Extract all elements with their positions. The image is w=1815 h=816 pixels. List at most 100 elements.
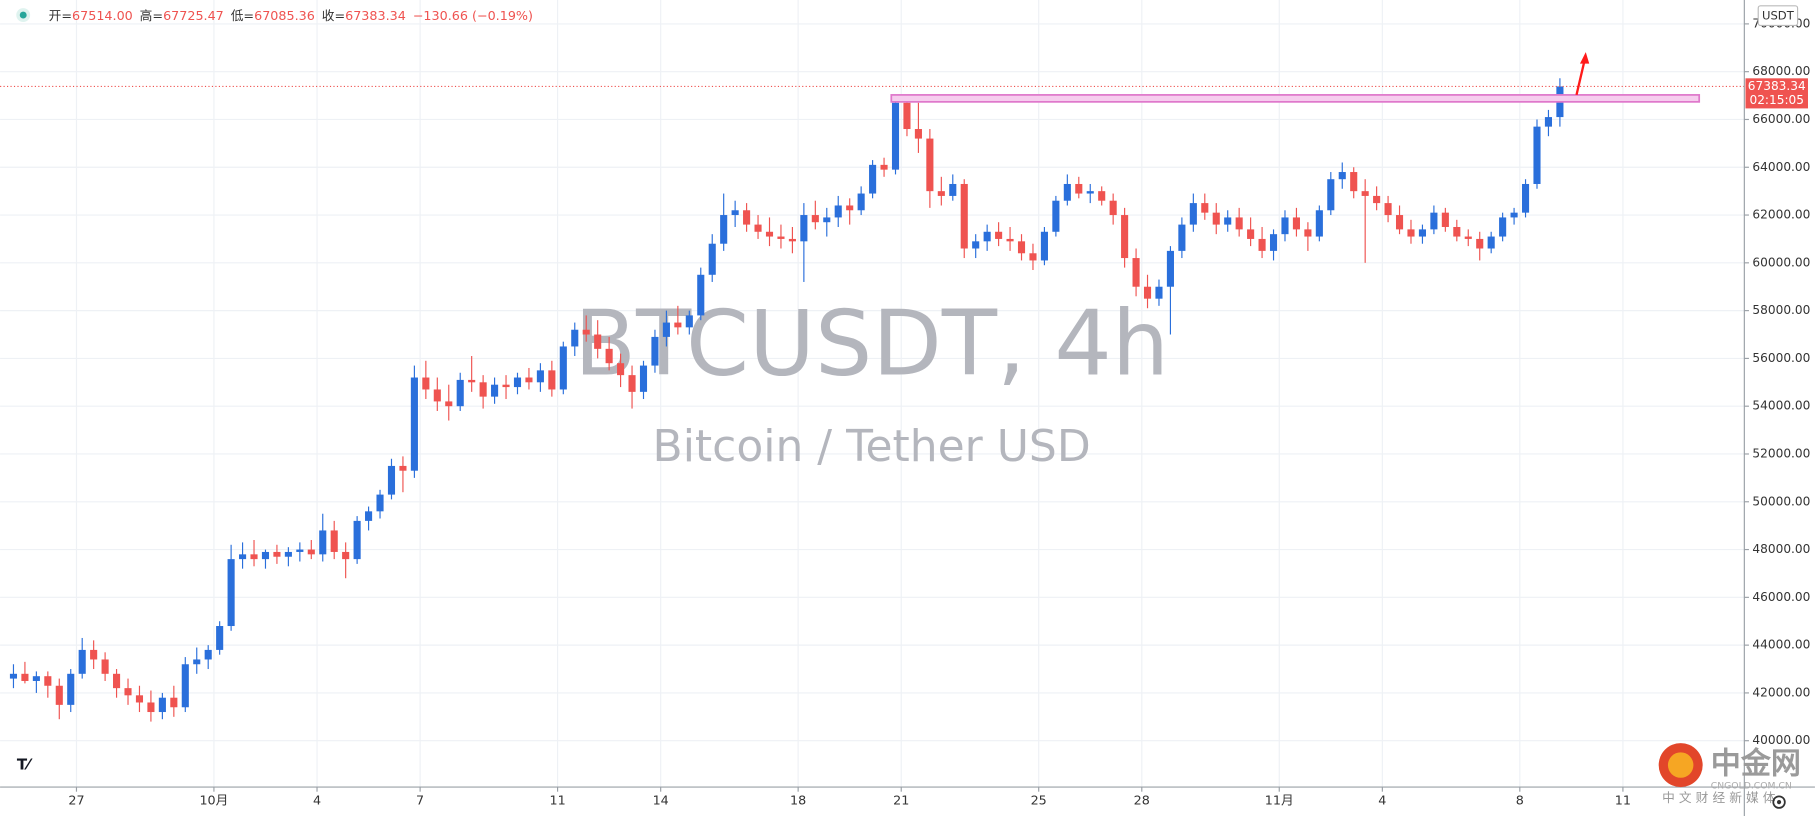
candle-body bbox=[124, 688, 132, 696]
candle-body bbox=[307, 549, 315, 555]
candle-body bbox=[571, 329, 579, 347]
candle-body bbox=[754, 224, 762, 232]
grid bbox=[0, 0, 1745, 788]
candle-body bbox=[330, 530, 338, 552]
y-tick-label: 68000.00 bbox=[1752, 64, 1810, 78]
candle-body bbox=[605, 348, 613, 364]
candle-body bbox=[135, 695, 144, 703]
candle-body bbox=[1338, 172, 1346, 180]
x-tick-label: 11月 bbox=[1265, 793, 1294, 808]
candle-body bbox=[387, 465, 396, 495]
candle-body bbox=[582, 329, 590, 335]
candle-body bbox=[1258, 238, 1266, 251]
candle-body bbox=[674, 322, 682, 328]
candle-body bbox=[1510, 212, 1518, 218]
candle-body bbox=[1121, 215, 1129, 259]
candle-body bbox=[491, 384, 499, 397]
candle-body bbox=[181, 664, 189, 708]
candle-body bbox=[972, 241, 980, 249]
candle-body bbox=[365, 511, 373, 521]
candle-body bbox=[697, 274, 705, 316]
candle-body bbox=[216, 626, 224, 650]
candle-body bbox=[1212, 212, 1220, 225]
candle-body bbox=[949, 183, 957, 196]
candle-body bbox=[662, 322, 670, 337]
svg-text:T⁄: T⁄ bbox=[17, 756, 33, 774]
candle-body bbox=[811, 215, 819, 223]
y-tick-label: 56000.00 bbox=[1752, 351, 1810, 365]
candle-body bbox=[1155, 286, 1163, 299]
x-tick-label: 4 bbox=[313, 793, 321, 808]
candle-body bbox=[376, 494, 384, 512]
candle-body bbox=[1109, 200, 1117, 216]
candle-body bbox=[21, 673, 29, 681]
legend-value: 67514.00 bbox=[72, 9, 133, 24]
candle-body bbox=[319, 530, 327, 555]
countdown-label: 02:15:05 bbox=[1749, 93, 1804, 107]
candle-body bbox=[422, 377, 430, 390]
candle-body bbox=[353, 520, 361, 560]
candle-body bbox=[502, 384, 510, 388]
y-tick-label: 64000.00 bbox=[1752, 160, 1810, 174]
candle-body bbox=[1418, 229, 1426, 237]
currency-box: USDT bbox=[1757, 5, 1799, 27]
candle-body bbox=[1315, 210, 1323, 237]
candle-body bbox=[857, 193, 865, 211]
candle-body bbox=[158, 697, 166, 713]
candle-body bbox=[1201, 203, 1209, 213]
arrow bbox=[1575, 52, 1590, 96]
settings-icon[interactable] bbox=[1772, 795, 1786, 809]
y-tick-label: 54000.00 bbox=[1752, 399, 1810, 413]
candle-body bbox=[1029, 253, 1037, 261]
candle-body bbox=[628, 375, 636, 392]
x-tick-label: 14 bbox=[653, 793, 669, 808]
y-tick-label: 62000.00 bbox=[1752, 208, 1810, 222]
candle-body bbox=[1247, 229, 1255, 239]
legend-value: 67383.34 bbox=[345, 9, 406, 24]
candle-body bbox=[433, 389, 441, 402]
x-tick-label: 11 bbox=[1615, 793, 1631, 808]
candle-body bbox=[342, 551, 350, 560]
candle-body bbox=[67, 673, 75, 705]
candle-body bbox=[55, 685, 63, 705]
candle-body bbox=[273, 551, 281, 557]
candle-body bbox=[685, 315, 693, 328]
candle-body bbox=[708, 243, 716, 275]
candle-body bbox=[261, 551, 270, 560]
candle-body bbox=[1052, 200, 1060, 232]
y-tick-label: 60000.00 bbox=[1752, 255, 1810, 269]
candle-body bbox=[479, 382, 487, 397]
last-price-box bbox=[1745, 78, 1808, 109]
y-tick-label: 52000.00 bbox=[1752, 446, 1810, 460]
candle-body bbox=[1224, 217, 1232, 225]
candles bbox=[0, 78, 1745, 722]
brand-logo: 中金网 CNGOLD.COM.CN 中 文 财 经 新 媒 体 bbox=[1658, 743, 1801, 806]
candle-body bbox=[788, 238, 796, 242]
candle-body bbox=[113, 673, 121, 689]
candle-body bbox=[1476, 238, 1484, 249]
candle-body bbox=[1132, 258, 1140, 287]
y-tick-label: 50000.00 bbox=[1752, 494, 1810, 508]
x-tick-label: 4 bbox=[1378, 793, 1386, 808]
candle-body bbox=[1487, 236, 1495, 249]
candle-body bbox=[834, 205, 842, 218]
x-tick-label: 21 bbox=[893, 793, 909, 808]
candle-body bbox=[445, 401, 453, 407]
candle-body bbox=[639, 365, 648, 392]
candle-body bbox=[1384, 203, 1392, 216]
candle-body bbox=[32, 676, 40, 681]
candle-body bbox=[284, 551, 292, 557]
x-tick-label: 10月 bbox=[199, 793, 228, 808]
candle-body bbox=[468, 379, 476, 383]
candle-body bbox=[1499, 217, 1507, 237]
candle-body bbox=[1063, 183, 1071, 201]
candle-body bbox=[1086, 191, 1094, 194]
candle-body bbox=[1292, 217, 1300, 230]
candle-body bbox=[456, 379, 464, 407]
x-tick-label: 7 bbox=[416, 793, 424, 808]
candle-body bbox=[227, 559, 235, 627]
candle-body bbox=[1544, 117, 1553, 127]
y-tick-label: 44000.00 bbox=[1752, 638, 1810, 652]
x-tick-label: 25 bbox=[1031, 793, 1047, 808]
